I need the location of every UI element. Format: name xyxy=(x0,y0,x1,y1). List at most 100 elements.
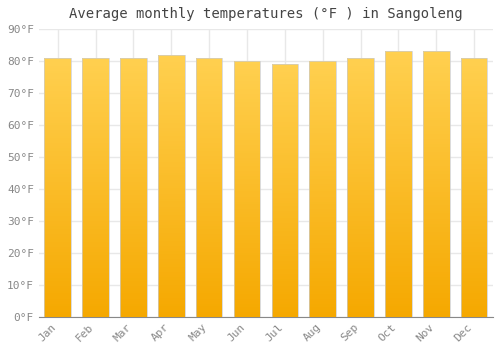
Bar xyxy=(82,190,109,192)
Bar xyxy=(348,281,374,283)
Bar xyxy=(348,68,374,71)
Bar xyxy=(158,76,184,78)
Bar xyxy=(272,115,298,117)
Bar xyxy=(120,239,146,242)
Bar xyxy=(385,226,411,229)
Bar xyxy=(44,102,71,104)
Bar xyxy=(196,187,222,190)
Bar xyxy=(461,286,487,288)
Bar xyxy=(310,219,336,222)
Bar xyxy=(120,224,146,226)
Bar xyxy=(44,265,71,268)
Bar xyxy=(348,76,374,78)
Bar xyxy=(196,110,222,112)
Bar xyxy=(272,92,298,94)
Bar xyxy=(385,99,411,102)
Bar xyxy=(158,73,184,76)
Bar xyxy=(158,107,184,110)
Bar xyxy=(272,238,298,241)
Bar xyxy=(385,144,411,147)
Bar xyxy=(158,288,184,290)
Bar xyxy=(158,136,184,139)
Bar xyxy=(234,271,260,273)
Bar xyxy=(120,195,146,198)
Bar xyxy=(348,291,374,294)
Bar xyxy=(310,189,336,191)
Bar xyxy=(348,99,374,102)
Bar xyxy=(423,171,450,174)
Bar xyxy=(196,275,222,278)
Bar xyxy=(272,233,298,236)
Bar xyxy=(310,99,336,102)
Bar xyxy=(423,221,450,224)
Bar xyxy=(82,115,109,117)
Bar xyxy=(196,58,222,317)
Bar xyxy=(272,105,298,107)
Bar xyxy=(44,198,71,200)
Bar xyxy=(158,296,184,299)
Bar xyxy=(385,73,411,75)
Bar xyxy=(272,110,298,112)
Bar xyxy=(196,71,222,74)
Bar xyxy=(120,135,146,138)
Bar xyxy=(461,283,487,286)
Bar xyxy=(44,270,71,273)
Bar xyxy=(272,74,298,77)
Bar xyxy=(461,203,487,205)
Bar xyxy=(385,200,411,203)
Bar xyxy=(310,89,336,92)
Bar xyxy=(120,169,146,172)
Bar xyxy=(82,71,109,74)
Bar xyxy=(120,299,146,301)
Bar xyxy=(461,231,487,234)
Bar xyxy=(82,148,109,151)
Bar xyxy=(196,130,222,133)
Bar xyxy=(82,294,109,296)
Bar xyxy=(385,312,411,314)
Bar xyxy=(348,84,374,86)
Bar xyxy=(196,252,222,255)
Bar xyxy=(348,112,374,115)
Bar xyxy=(461,288,487,291)
Bar xyxy=(196,117,222,120)
Bar xyxy=(234,199,260,202)
Bar xyxy=(158,194,184,196)
Bar xyxy=(272,120,298,122)
Bar xyxy=(348,185,374,187)
Bar xyxy=(461,244,487,247)
Bar xyxy=(234,125,260,127)
Bar xyxy=(120,198,146,200)
Bar xyxy=(348,65,374,68)
Bar xyxy=(196,84,222,86)
Bar xyxy=(385,102,411,105)
Bar xyxy=(196,94,222,97)
Bar xyxy=(234,240,260,243)
Bar xyxy=(423,174,450,176)
Bar xyxy=(158,293,184,296)
Bar xyxy=(44,255,71,257)
Bar xyxy=(44,200,71,203)
Bar xyxy=(234,232,260,235)
Bar xyxy=(310,235,336,238)
Bar xyxy=(234,153,260,156)
Bar xyxy=(158,118,184,120)
Bar xyxy=(158,81,184,83)
Bar xyxy=(158,280,184,283)
Bar xyxy=(310,76,336,79)
Bar xyxy=(272,289,298,292)
Bar xyxy=(385,187,411,189)
Bar xyxy=(158,259,184,262)
Bar xyxy=(348,234,374,237)
Bar xyxy=(423,51,450,317)
Bar xyxy=(82,133,109,135)
Bar xyxy=(385,243,411,245)
Bar xyxy=(385,216,411,219)
Bar xyxy=(423,248,450,251)
Bar xyxy=(348,304,374,307)
Bar xyxy=(385,229,411,232)
Bar xyxy=(82,185,109,187)
Bar xyxy=(423,282,450,285)
Bar xyxy=(120,203,146,205)
Bar xyxy=(196,291,222,294)
Bar xyxy=(310,276,336,279)
